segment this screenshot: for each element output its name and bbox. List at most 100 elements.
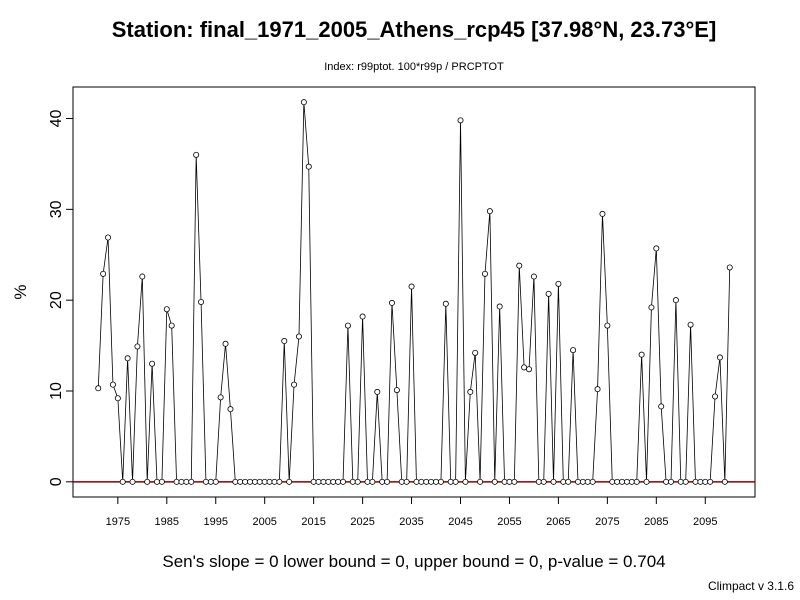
data-point xyxy=(672,297,679,304)
data-point xyxy=(707,478,714,485)
data-point xyxy=(516,262,523,269)
data-point xyxy=(589,478,596,485)
data-point xyxy=(579,478,586,485)
data-point xyxy=(256,478,263,485)
data-point xyxy=(472,349,479,356)
data-point xyxy=(379,478,386,485)
data-point xyxy=(726,264,733,271)
data-point xyxy=(124,355,131,362)
data-point xyxy=(623,478,630,485)
data-point xyxy=(550,478,557,485)
data-point xyxy=(653,245,660,252)
data-point xyxy=(95,385,102,392)
data-point xyxy=(658,403,665,410)
data-point xyxy=(364,478,371,485)
plot-frame xyxy=(72,86,756,498)
data-point xyxy=(619,478,626,485)
x-tick-label: 2005 xyxy=(252,516,276,528)
data-point xyxy=(261,478,268,485)
data-point xyxy=(467,388,474,395)
data-point xyxy=(237,478,244,485)
x-tick-label: 2075 xyxy=(595,516,619,528)
data-point xyxy=(281,338,288,345)
data-point xyxy=(574,478,581,485)
trend-text: Sen's slope = 0 lower bound = 0, upper b… xyxy=(162,552,665,571)
data-point xyxy=(178,478,185,485)
data-point xyxy=(340,478,347,485)
data-point xyxy=(173,478,180,485)
data-point xyxy=(207,478,214,485)
data-point xyxy=(271,478,278,485)
data-point xyxy=(320,478,327,485)
data-point xyxy=(119,478,126,485)
credit: Climpact v 3.1.6 xyxy=(708,579,794,593)
data-point xyxy=(628,478,635,485)
data-point xyxy=(712,393,719,400)
y-tick-label: 30 xyxy=(48,200,65,218)
data-point xyxy=(604,322,611,329)
data-point xyxy=(105,234,112,241)
x-tick-label: 2085 xyxy=(644,516,668,528)
data-point xyxy=(374,388,381,395)
data-point xyxy=(266,478,273,485)
data-point xyxy=(315,478,322,485)
data-point xyxy=(134,343,141,350)
data-point xyxy=(198,298,205,305)
data-point xyxy=(521,364,528,371)
data-point xyxy=(530,273,537,280)
x-tick-label: 2065 xyxy=(546,516,570,528)
data-point xyxy=(442,300,449,307)
data-point xyxy=(300,99,307,106)
x-tick-label: 2095 xyxy=(693,516,717,528)
data-point xyxy=(359,313,366,320)
data-point xyxy=(222,340,229,347)
data-point xyxy=(354,478,361,485)
data-point xyxy=(183,478,190,485)
data-point xyxy=(486,208,493,215)
data-point xyxy=(109,381,116,388)
data-point xyxy=(570,347,577,354)
data-point xyxy=(477,478,484,485)
data-point xyxy=(565,478,572,485)
data-point xyxy=(408,283,415,290)
data-point xyxy=(491,478,498,485)
data-point xyxy=(286,478,293,485)
y-axis-label: % xyxy=(11,284,30,299)
data-point xyxy=(433,478,440,485)
data-point xyxy=(633,478,640,485)
data-point xyxy=(638,351,645,358)
data-point xyxy=(545,290,552,297)
data-point xyxy=(325,478,332,485)
y-tick-label: 0 xyxy=(48,477,65,486)
data-point xyxy=(702,478,709,485)
data-point xyxy=(247,478,254,485)
data-point xyxy=(344,322,351,329)
x-tick-label: 2055 xyxy=(497,516,521,528)
data-point xyxy=(501,478,508,485)
data-point xyxy=(560,478,567,485)
x-tick-label: 1985 xyxy=(155,516,179,528)
data-point xyxy=(481,270,488,277)
data-point xyxy=(677,478,684,485)
data-point xyxy=(330,478,337,485)
data-point xyxy=(643,478,650,485)
data-point xyxy=(609,478,616,485)
data-point xyxy=(349,478,356,485)
x-tick-label: 2045 xyxy=(448,516,472,528)
data-point xyxy=(506,478,513,485)
data-point xyxy=(129,478,136,485)
data-point xyxy=(242,478,249,485)
data-point xyxy=(114,395,121,402)
data-point xyxy=(212,478,219,485)
data-point xyxy=(335,478,342,485)
data-point xyxy=(667,478,674,485)
data-point xyxy=(496,303,503,310)
data-point xyxy=(398,478,405,485)
y-tick-label: 10 xyxy=(48,382,65,400)
data-point xyxy=(139,273,146,280)
data-point xyxy=(584,478,591,485)
data-point xyxy=(168,322,175,329)
data-point xyxy=(403,478,410,485)
